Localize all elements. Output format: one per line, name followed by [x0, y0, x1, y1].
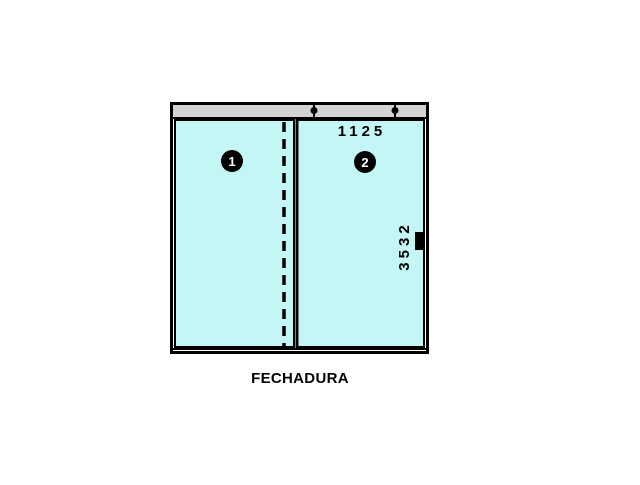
panel-1-number: 1 — [228, 154, 235, 169]
roller-icon — [391, 104, 399, 117]
width-dimension-label: 1125 — [338, 123, 387, 140]
roller-icon — [310, 104, 318, 117]
top-rail — [171, 103, 428, 119]
panel-2-number-badge: 2 — [354, 151, 376, 173]
panel-1-glass — [174, 119, 295, 348]
height-dimension-label: 3532 — [396, 221, 413, 270]
panel-2-number: 2 — [361, 155, 368, 170]
panel-1-number-badge: 1 — [221, 150, 243, 172]
caption-label: FECHADURA — [251, 370, 349, 387]
lock-handle-icon — [415, 232, 424, 250]
